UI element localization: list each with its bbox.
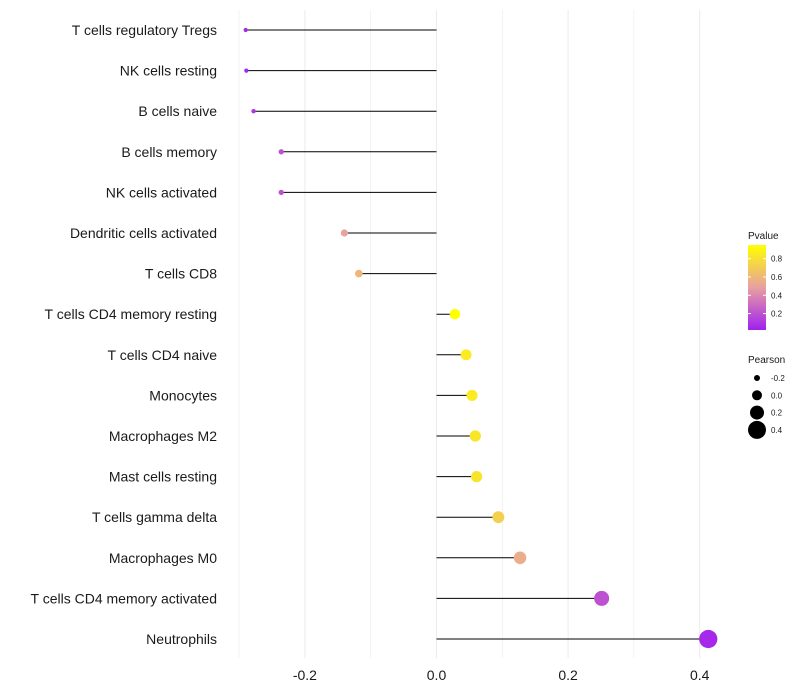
lollipop-point bbox=[340, 229, 348, 237]
category-label: T cells gamma delta bbox=[92, 509, 217, 525]
lollipop-point bbox=[469, 430, 481, 442]
pearson-legend-label: 0.0 bbox=[771, 391, 783, 400]
category-label: B cells naive bbox=[138, 103, 217, 119]
category-labels: T cells regulatory Tregs NK cells resting… bbox=[31, 22, 218, 647]
lollipop-point bbox=[243, 27, 248, 33]
lollipop-point bbox=[513, 551, 527, 565]
category-label: Dendritic cells activated bbox=[70, 225, 217, 241]
category-label: NK cells resting bbox=[120, 63, 217, 79]
pvalue-colorbar bbox=[748, 245, 766, 330]
lollipop-point bbox=[492, 511, 505, 524]
category-label: B cells memory bbox=[121, 144, 217, 160]
pearson-legend-dot bbox=[748, 420, 766, 439]
lollipop-point bbox=[699, 629, 718, 649]
category-label: T cells CD4 naive bbox=[108, 347, 218, 363]
pvalue-legend: Pvalue 0.8 0.6 0.4 0.2 bbox=[748, 231, 783, 330]
pearson-legend-dot bbox=[752, 390, 762, 401]
pvalue-legend-label: 0.4 bbox=[771, 291, 783, 300]
x-tick-label: -0.2 bbox=[293, 667, 317, 683]
category-label: Macrophages M0 bbox=[109, 550, 217, 566]
category-label: T cells CD4 memory activated bbox=[31, 590, 217, 606]
x-axis-tick-labels: -0.2 0.0 0.2 0.4 bbox=[293, 667, 710, 683]
pvalue-legend-ticks: 0.8 0.6 0.4 0.2 bbox=[748, 255, 783, 319]
pearson-legend-label: -0.2 bbox=[771, 374, 785, 383]
category-label: T cells CD4 memory resting bbox=[45, 306, 217, 322]
pvalue-legend-title: Pvalue bbox=[748, 231, 779, 242]
category-label: Monocytes bbox=[149, 387, 217, 403]
category-label: T cells CD8 bbox=[145, 266, 217, 282]
lollipop-point bbox=[251, 108, 256, 114]
pvalue-legend-label: 0.8 bbox=[771, 255, 783, 264]
lollipop-stems bbox=[245, 29, 709, 640]
lollipop-point bbox=[244, 68, 249, 73]
pearson-legend-label: 0.4 bbox=[771, 426, 783, 435]
pvalue-legend-label: 0.6 bbox=[771, 273, 783, 282]
gridlines bbox=[238, 10, 701, 658]
pvalue-legend-label: 0.2 bbox=[771, 310, 783, 319]
pearson-legend-title: Pearson bbox=[748, 355, 785, 366]
lollipop-point bbox=[355, 269, 363, 278]
category-label: Mast cells resting bbox=[109, 469, 217, 485]
category-label: Neutrophils bbox=[146, 631, 217, 647]
pearson-legend-dot bbox=[754, 375, 760, 381]
x-tick-label: 0.4 bbox=[690, 667, 710, 683]
lollipop-point bbox=[471, 470, 483, 483]
pearson-legend-label: 0.2 bbox=[771, 409, 783, 418]
x-tick-label: 0.2 bbox=[558, 667, 578, 683]
category-label: Macrophages M2 bbox=[109, 428, 217, 444]
lollipop-point bbox=[460, 349, 472, 361]
lollipop-point bbox=[594, 590, 610, 606]
category-label: T cells regulatory Tregs bbox=[72, 22, 217, 38]
lollipop-point bbox=[278, 149, 284, 155]
lollipop-point bbox=[449, 308, 461, 320]
x-tick-label: 0.0 bbox=[427, 667, 447, 683]
lollipop-point bbox=[278, 189, 284, 196]
lollipop-points bbox=[243, 27, 718, 649]
pearson-legend: Pearson -0.2 0.0 0.2 0.4 bbox=[748, 355, 785, 439]
category-label: NK cells activated bbox=[106, 184, 217, 200]
lollipop-point bbox=[466, 389, 478, 401]
pearson-legend-dot bbox=[750, 405, 764, 420]
pearson-legend-items: -0.2 0.0 0.2 0.4 bbox=[748, 374, 785, 439]
